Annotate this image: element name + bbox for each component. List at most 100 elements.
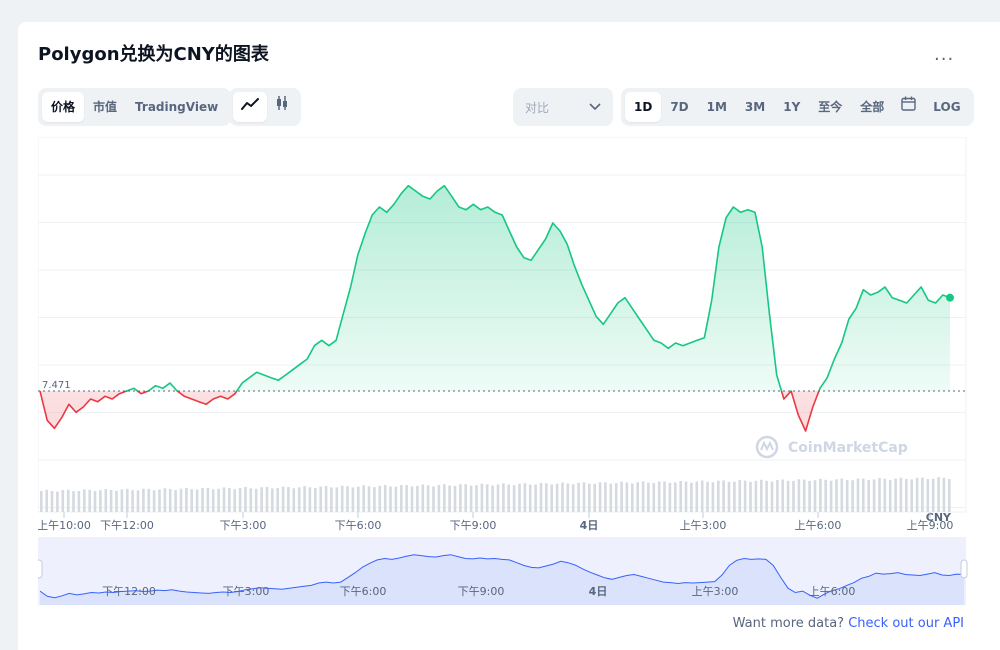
time-range-selector: 1D 7D 1M 3M 1Y 至今 全部 LOG bbox=[621, 88, 974, 126]
volume-bar bbox=[480, 483, 484, 512]
volume-bar bbox=[373, 487, 376, 512]
price-area-up bbox=[40, 185, 950, 391]
chart-card: Polygon兑换为CNY的图表 ... 价格 市值 TradingView 对… bbox=[18, 22, 1000, 650]
volume-bar bbox=[174, 490, 177, 512]
volume-bar bbox=[582, 482, 586, 512]
volume-bar bbox=[733, 481, 736, 512]
range-ytd[interactable]: 至今 bbox=[818, 100, 843, 114]
volume-bar bbox=[303, 486, 306, 512]
navigator[interactable]: 下午12:00 下午3:00 下午6:00 下午9:00 4日 上午3:00 上午6:00 bbox=[35, 537, 968, 605]
tab-market-cap[interactable]: 市值 bbox=[93, 100, 118, 114]
volume-bar bbox=[604, 482, 607, 512]
log-scale-toggle[interactable]: LOG bbox=[933, 100, 961, 114]
volume-bar bbox=[346, 486, 349, 512]
volume-bar bbox=[443, 484, 446, 512]
volume-bar bbox=[566, 483, 570, 512]
volume-bar bbox=[104, 489, 108, 512]
volume-bar bbox=[555, 483, 559, 512]
volume-bar bbox=[179, 488, 183, 512]
calendar-button[interactable] bbox=[893, 92, 924, 122]
volume-bar bbox=[421, 484, 425, 512]
volume-bar bbox=[319, 486, 322, 512]
volume-bar bbox=[464, 484, 467, 512]
volume-bar bbox=[244, 487, 247, 512]
volume-bar bbox=[469, 485, 473, 512]
compare-select[interactable]: 对比 bbox=[513, 88, 613, 126]
price-line bbox=[39, 184, 951, 432]
volume-bar bbox=[765, 480, 768, 512]
volume-bar bbox=[99, 490, 102, 512]
range-1y[interactable]: 1Y bbox=[783, 100, 801, 114]
line-chart-icon bbox=[241, 98, 259, 110]
volume-bar bbox=[690, 482, 693, 512]
volume-bar bbox=[142, 488, 145, 512]
navigator-tick-label: 4日 bbox=[589, 585, 608, 598]
volume-bar bbox=[899, 477, 903, 512]
volume-bar bbox=[211, 489, 215, 512]
volume-bar bbox=[786, 480, 790, 512]
volume-bar bbox=[641, 481, 645, 512]
volume-bar bbox=[448, 485, 451, 512]
more-options-button[interactable]: ... bbox=[934, 44, 955, 65]
api-promo: Want more data? Check out our API bbox=[733, 616, 964, 631]
volume-bar bbox=[802, 479, 806, 512]
range-1m[interactable]: 1M bbox=[706, 100, 727, 114]
volume-bar bbox=[931, 478, 935, 512]
volume-bar bbox=[942, 477, 946, 512]
volume-bar bbox=[233, 489, 236, 512]
navigator-handle-right[interactable] bbox=[960, 559, 968, 579]
price-chart[interactable]: CoinMarketCap 7.471 CNY 上午10:00 下午12:00 下午… bbox=[35, 136, 968, 607]
volume-bar bbox=[394, 486, 398, 512]
volume-bar bbox=[195, 489, 199, 512]
volume-bar bbox=[340, 485, 344, 512]
volume-bar bbox=[878, 478, 881, 512]
volume-bar bbox=[120, 489, 124, 512]
calendar-icon bbox=[901, 96, 916, 111]
volume-bar bbox=[378, 485, 382, 512]
volume-bar bbox=[717, 480, 720, 512]
volume-bar bbox=[426, 485, 430, 512]
volume-bar bbox=[40, 490, 43, 512]
chevron-down-icon bbox=[589, 103, 601, 111]
range-7d[interactable]: 7D bbox=[670, 100, 689, 114]
volume-bar bbox=[324, 486, 328, 512]
volume-bar bbox=[926, 479, 930, 512]
tab-price[interactable]: 价格 bbox=[42, 92, 85, 122]
volume-bar bbox=[652, 483, 656, 512]
volume-bar bbox=[835, 479, 838, 512]
volume-bar bbox=[115, 490, 118, 512]
volume-bar bbox=[276, 488, 279, 512]
navigator-tick-label: 上午6:00 bbox=[809, 585, 856, 598]
range-all[interactable]: 全部 bbox=[860, 100, 885, 114]
volume-bar bbox=[679, 480, 682, 512]
volume-bar bbox=[362, 485, 365, 512]
volume-bar bbox=[743, 480, 747, 512]
volume-bar bbox=[206, 487, 210, 512]
api-link[interactable]: Check out our API bbox=[848, 616, 964, 631]
price-line-down bbox=[39, 391, 820, 432]
volume-bar bbox=[668, 482, 672, 512]
volume-bar bbox=[496, 484, 500, 512]
volume-bar bbox=[561, 482, 564, 512]
volume-bar bbox=[77, 491, 81, 512]
candlestick-button[interactable] bbox=[267, 92, 297, 122]
line-chart-button[interactable] bbox=[233, 92, 267, 122]
range-1d[interactable]: 1D bbox=[625, 92, 662, 122]
volume-bar bbox=[308, 487, 312, 512]
volume-bar bbox=[663, 481, 666, 512]
volume-bar bbox=[330, 487, 333, 512]
volume-bar bbox=[888, 479, 892, 512]
volume-bar bbox=[593, 483, 596, 512]
x-axis-tick-label: 上午9:00 bbox=[907, 519, 954, 532]
volume-bar bbox=[840, 478, 844, 512]
price-line-up bbox=[40, 184, 951, 391]
volume-bar bbox=[684, 481, 688, 512]
navigator-handle-left[interactable] bbox=[35, 559, 43, 579]
volume-bar bbox=[749, 481, 752, 512]
volume-bar bbox=[88, 489, 91, 512]
volume-bar bbox=[45, 489, 48, 512]
volume-bar bbox=[674, 482, 677, 512]
tab-tradingview[interactable]: TradingView bbox=[135, 100, 219, 114]
navigator-tick-label: 下午6:00 bbox=[340, 585, 387, 598]
range-3m[interactable]: 3M bbox=[744, 100, 766, 114]
